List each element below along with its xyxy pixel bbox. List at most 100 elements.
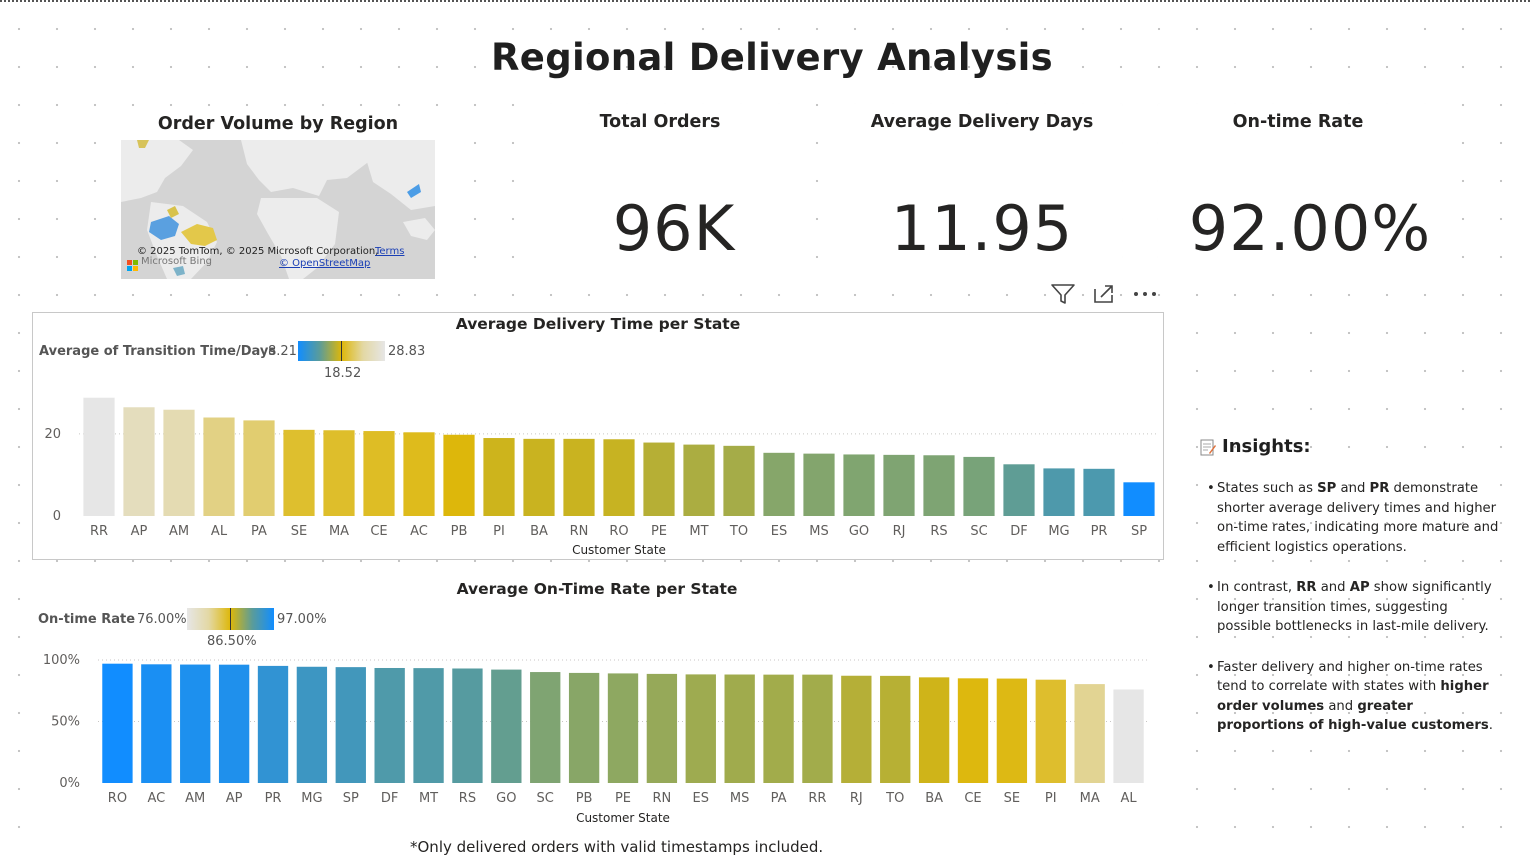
kpi-title: Total Orders	[599, 112, 721, 132]
x-tick-label: RR	[808, 791, 826, 806]
x-tick-label: RN	[653, 791, 672, 806]
bar-DF	[1003, 464, 1035, 516]
bar-SE	[283, 429, 315, 516]
x-tick-label: RR	[90, 524, 108, 539]
legend-label: Average of Transition Time/Days	[39, 344, 277, 359]
x-tick-label: ES	[771, 524, 787, 539]
page-title: Regional Delivery Analysis	[491, 36, 1053, 79]
more-options-icon[interactable]	[1132, 286, 1158, 302]
map-attribution: © 2025 TomTom, © 2025 Microsoft Corporat…	[137, 246, 379, 257]
legend-min: 76.00%	[137, 612, 187, 627]
bar-PR	[1083, 468, 1115, 516]
region-map[interactable]: © 2025 TomTom, © 2025 Microsoft Corporat…	[121, 140, 435, 279]
kpi-value: 92.00%	[1188, 192, 1432, 265]
legend-max: 97.00%	[277, 612, 327, 627]
x-tick-label: PI	[1045, 791, 1057, 806]
x-tick-label: SC	[537, 791, 554, 806]
bar-RR	[83, 397, 115, 516]
chart-title: Average On-Time Rate per State	[456, 580, 738, 598]
x-tick-label: TO	[885, 791, 904, 806]
bar-TO	[880, 675, 911, 783]
x-tick-label: PR	[1091, 524, 1108, 539]
x-tick-label: DF	[381, 791, 399, 806]
y-tick-label: 100%	[43, 653, 80, 668]
bar-ES	[685, 674, 716, 783]
insight-item: Faster delivery and higher on-time rates…	[1207, 658, 1499, 736]
bar-SP	[335, 667, 366, 783]
bar-BA	[918, 677, 950, 783]
bar-PR	[257, 665, 289, 783]
bar-CE	[363, 431, 395, 516]
x-tick-label: SC	[970, 524, 987, 539]
bar-AM	[163, 409, 195, 516]
map-provider: Microsoft Bing	[141, 256, 213, 267]
bar-SC	[963, 456, 995, 516]
x-tick-label: GO	[496, 791, 516, 806]
x-axis-title: Customer State	[576, 811, 670, 825]
x-tick-label: PB	[576, 791, 593, 806]
y-tick-label: 0	[53, 509, 61, 524]
x-tick-label: MT	[419, 791, 438, 806]
y-tick-label: 0%	[59, 776, 80, 791]
bar-RJ	[841, 675, 872, 783]
y-tick-label: 20	[44, 427, 61, 442]
x-tick-label: AM	[185, 791, 205, 806]
kpi-value: 96K	[612, 192, 736, 265]
bar-AM	[180, 664, 211, 783]
bar-TO	[723, 445, 755, 516]
x-tick-label: PR	[265, 791, 282, 806]
bar-RO	[102, 663, 133, 783]
bar-RS	[923, 455, 955, 516]
legend-mid: 86.50%	[207, 634, 257, 649]
x-tick-label: PA	[251, 524, 267, 539]
bar-MT	[683, 444, 715, 516]
x-tick-label: PE	[615, 791, 631, 806]
x-tick-label: AP	[131, 524, 148, 539]
x-tick-label: RJ	[850, 791, 863, 806]
x-tick-label: TO	[729, 524, 748, 539]
map-terms-link[interactable]: Terms	[375, 246, 405, 257]
bar-PB	[443, 434, 475, 516]
x-tick-label: RS	[930, 524, 947, 539]
bar-SC	[530, 672, 561, 783]
footnote: *Only delivered orders with valid timest…	[410, 838, 824, 856]
bar-PI	[1035, 679, 1066, 783]
bar-MG	[1043, 468, 1075, 516]
kpi-card-total-orders: Total Orders 96K	[520, 104, 800, 280]
bar-RO	[603, 439, 635, 516]
x-tick-label: PA	[771, 791, 787, 806]
x-tick-label: MA	[329, 524, 349, 539]
x-tick-label: MS	[809, 524, 828, 539]
x-tick-label: DF	[1010, 524, 1028, 539]
x-tick-label: AC	[147, 791, 165, 806]
kpi-title: On-time Rate	[1232, 112, 1364, 132]
x-tick-label: AC	[410, 524, 428, 539]
kpi-card-on-time-rate: On-time Rate 92.00%	[1158, 104, 1438, 280]
x-tick-label: AP	[226, 791, 243, 806]
legend-gradient	[187, 608, 274, 630]
delivery-time-chart[interactable]: Average Delivery Time per State Average …	[32, 312, 1164, 560]
bar-CE	[957, 678, 989, 783]
legend-max: 28.83	[388, 344, 426, 359]
x-tick-label: SP	[343, 791, 359, 806]
bar-RR	[802, 674, 833, 783]
page-top-border	[0, 0, 1530, 5]
x-tick-label: BA	[925, 791, 943, 806]
bar-AP	[123, 407, 155, 516]
x-tick-label: CE	[370, 524, 387, 539]
x-tick-label: PI	[493, 524, 505, 539]
bar-MG	[296, 666, 328, 783]
map-osm-link[interactable]: © OpenStreetMap	[279, 258, 371, 269]
focus-mode-icon[interactable]	[1092, 283, 1116, 305]
chart-title: Average Delivery Time per State	[455, 315, 741, 333]
x-tick-label: MG	[1048, 524, 1069, 539]
filter-icon[interactable]	[1050, 282, 1076, 306]
chart-plot: 0% 50% 100% RO AC AM AP PR MG SP DF MT RS GO SC PB PE RN E…	[43, 653, 1148, 825]
on-time-rate-chart[interactable]: Average On-Time Rate per State On-time R…	[32, 576, 1162, 830]
insight-item: In contrast, RR and AP show significantl…	[1207, 578, 1499, 637]
x-tick-label: AL	[1120, 791, 1137, 806]
bar-MS	[803, 453, 835, 516]
map-title: Order Volume by Region	[157, 114, 399, 134]
bar-MA	[1074, 684, 1105, 783]
bar-MT	[413, 668, 444, 783]
